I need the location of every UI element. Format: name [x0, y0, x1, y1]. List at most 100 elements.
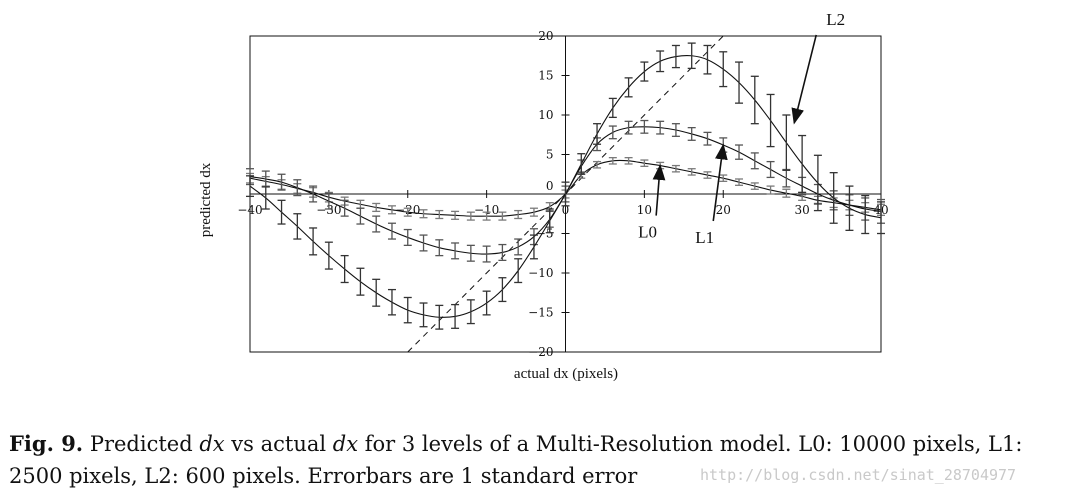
- error-bar: [656, 50, 665, 73]
- error-bar: [324, 241, 333, 270]
- error-bar: [451, 303, 460, 329]
- error-bar: [419, 302, 428, 328]
- annotation-L0: L0: [638, 163, 666, 242]
- y-tick-label: −10: [528, 266, 553, 280]
- error-bar: [514, 258, 523, 284]
- error-bar: [372, 202, 381, 213]
- error-bar: [529, 207, 538, 217]
- error-bar: [514, 209, 523, 220]
- error-bar: [466, 211, 475, 221]
- error-bar: [593, 123, 602, 145]
- error-bar: [656, 120, 665, 135]
- error-bar: [687, 168, 696, 176]
- error-bar: [624, 120, 633, 135]
- error-bar: [703, 44, 712, 75]
- y-tick-label: 10: [538, 108, 553, 122]
- error-bar: [766, 185, 775, 195]
- error-bar: [687, 126, 696, 141]
- error-bar: [845, 185, 854, 231]
- error-bar: [435, 239, 444, 257]
- error-bar: [687, 42, 696, 70]
- annotation-L1: L1: [695, 143, 728, 247]
- error-bar: [309, 227, 318, 256]
- error-bar: [703, 131, 712, 146]
- y-tick-label: 15: [538, 69, 553, 83]
- error-bar: [782, 168, 791, 188]
- annotation-label: L1: [695, 228, 714, 247]
- error-bar: [514, 238, 523, 256]
- chart: −40 −30 −20 −10 0 10 20 30 40−20−15−10−505101520…: [198, 10, 889, 382]
- error-bar: [624, 157, 633, 165]
- x-tick-label: −10: [474, 203, 499, 217]
- error-bar: [640, 119, 649, 134]
- error-bar: [861, 194, 870, 235]
- error-bar: [403, 296, 412, 324]
- error-bar: [640, 61, 649, 82]
- error-bar: [593, 160, 602, 169]
- x-tick-label: 10: [637, 203, 652, 217]
- error-bar: [719, 174, 728, 183]
- error-bar: [277, 199, 286, 225]
- error-bar: [750, 182, 759, 190]
- error-bar: [529, 234, 538, 260]
- error-bar: [356, 207, 365, 225]
- x-tick-label: −30: [316, 203, 341, 217]
- error-bar: [261, 186, 270, 210]
- error-bar: [735, 178, 744, 186]
- error-bar: [545, 208, 554, 234]
- error-bar: [624, 77, 633, 98]
- x-tick-label: 0: [562, 203, 570, 217]
- error-bar: [387, 288, 396, 316]
- error-bar: [309, 185, 318, 203]
- error-bar: [277, 173, 286, 191]
- error-bar: [435, 209, 444, 220]
- series-group: [246, 42, 885, 330]
- error-bar: [608, 157, 617, 165]
- error-bar: [340, 254, 349, 284]
- error-bar: [372, 278, 381, 307]
- error-bar: [766, 93, 775, 148]
- annotations: L0 L1 L2: [638, 10, 845, 247]
- error-bar: [813, 154, 822, 212]
- x-tick-label: −40: [237, 203, 262, 217]
- y-tick-label: 20: [538, 29, 553, 43]
- y-tick-label: 5: [546, 148, 554, 162]
- error-bar: [577, 153, 586, 175]
- watermark: http://blog.csdn.net/sinat_28704977: [700, 466, 1017, 484]
- error-bar: [403, 207, 412, 217]
- error-bar: [498, 243, 507, 262]
- error-bar: [703, 171, 712, 179]
- error-bar: [403, 228, 412, 247]
- error-bar: [466, 244, 475, 262]
- error-bar: [608, 97, 617, 119]
- error-bar: [482, 245, 491, 263]
- error-bar: [782, 188, 791, 198]
- error-bar: [451, 210, 460, 220]
- x-tick-label: 20: [716, 203, 731, 217]
- error-bar: [435, 304, 444, 330]
- error-bar: [419, 209, 428, 219]
- error-bar: [671, 123, 680, 137]
- error-bar: [293, 179, 302, 197]
- error-bar: [324, 192, 333, 210]
- error-bar: [451, 242, 460, 260]
- error-bar: [372, 215, 381, 233]
- error-bar: [640, 159, 649, 168]
- annotation-label: L0: [638, 223, 657, 242]
- y-tick-label: −15: [528, 306, 553, 320]
- error-bar: [671, 164, 680, 173]
- error-bar: [482, 290, 491, 316]
- error-bar: [608, 125, 617, 140]
- error-bar: [498, 211, 507, 221]
- annotation-L2: L2: [791, 10, 845, 125]
- error-bar: [735, 144, 744, 160]
- error-bar: [246, 175, 254, 198]
- annotation-arrow: [791, 34, 818, 125]
- error-bar: [877, 201, 885, 235]
- error-bar: [719, 51, 728, 88]
- error-bar: [482, 211, 491, 221]
- figure-caption: Fig. 9. Predicted dx vs actual dx for 3 …: [9, 431, 1023, 488]
- error-bar: [798, 134, 807, 194]
- error-bar: [829, 172, 838, 224]
- error-bar: [466, 299, 475, 325]
